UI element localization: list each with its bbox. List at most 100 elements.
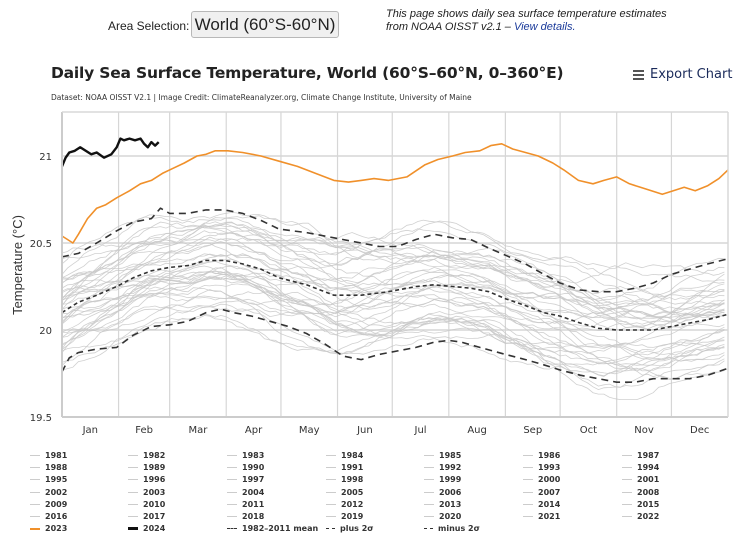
legend-item-1981[interactable]: 1981 [30,449,67,462]
legend-swatch-icon [326,479,336,481]
legend-item-2004[interactable]: 2004 [227,486,264,499]
legend-item-1982[interactable]: 1982 [128,449,165,462]
legend-swatch-icon [30,503,40,505]
legend-swatch-icon [622,491,632,493]
legend-swatch-icon [622,479,632,481]
legend-label: 2009 [45,499,68,509]
legend-item-2018[interactable]: 2018 [227,510,264,523]
series-line-2006 [61,229,725,350]
legend-swatch-icon [326,528,335,530]
legend-item-2007[interactable]: 2007 [523,486,560,499]
sst-chart: 19.5 20 20.5 21 Jan Feb Mar Apr May Jun Jul Aug Sep O… [10,111,729,436]
series-line-2008 [61,242,725,315]
legend-item-2017[interactable]: 2017 [128,510,165,523]
legend-label: 1988 [45,463,68,473]
legend-swatch-icon [227,479,237,481]
legend-item-minus-2-[interactable]: minus 2σ [424,522,480,535]
legend-item-2005[interactable]: 2005 [326,486,363,499]
series-line-2007 [61,254,725,322]
chart-grid [62,112,728,418]
legend-swatch-icon [227,528,237,530]
legend-swatch-icon [523,503,533,505]
legend-swatch-icon [227,467,237,469]
legend-label: 2022 [637,512,660,521]
legend-swatch-icon [523,479,533,481]
legend-item-1989[interactable]: 1989 [128,461,165,474]
legend-item-2022[interactable]: 2022 [622,510,659,523]
legend-item-1990[interactable]: 1990 [227,461,264,474]
legend-item-2020[interactable]: 2020 [424,510,461,523]
legend-swatch-icon [523,491,533,493]
legend-item-2011[interactable]: 2011 [227,498,264,511]
legend-item-2008[interactable]: 2008 [622,486,659,499]
legend-swatch-icon [30,516,40,517]
legend-item-1985[interactable]: 1985 [424,449,461,462]
legend-swatch-icon [30,491,40,493]
legend-item-2016[interactable]: 2016 [30,510,67,523]
legend-swatch-icon [622,455,632,456]
legend-item-2002[interactable]: 2002 [30,486,67,499]
legend-label: 2007 [538,487,561,497]
x-tick-label: Nov [634,425,654,436]
legend-item-1997[interactable]: 1997 [227,473,264,486]
legend-item-1982-2011-mean[interactable]: 1982–2011 mean [227,522,318,535]
legend-item-2009[interactable]: 2009 [30,498,67,511]
legend-swatch-icon [326,455,336,456]
view-details-link[interactable]: View details. [513,21,576,33]
legend-item-2014[interactable]: 2014 [523,498,560,511]
legend-item-2021[interactable]: 2021 [523,510,560,523]
legend-swatch-icon [424,516,434,517]
series-line-plus-2- [61,207,729,293]
series-line-2012 [61,241,725,319]
legend-item-1994[interactable]: 1994 [622,461,659,474]
x-tick-label: Dec [690,425,709,436]
legend-item-1984[interactable]: 1984 [326,449,363,462]
area-selection-dropdown[interactable]: World (60°S-60°N) [191,11,339,38]
legend-item-1999[interactable]: 1999 [424,473,461,486]
legend-item-1998[interactable]: 1998 [326,473,363,486]
x-tick-label: Mar [188,425,208,436]
legend-item-2000[interactable]: 2000 [523,473,560,486]
legend-label: 1987 [637,451,660,460]
legend-item-1996[interactable]: 1996 [128,473,165,486]
series-lines [60,137,729,384]
legend-label: 1982 [143,451,166,460]
legend-item-2013[interactable]: 2013 [424,498,461,511]
legend-label: 1994 [637,463,660,473]
legend-label: 2010 [143,499,166,509]
legend-item-2024[interactable]: 2024 [128,522,165,535]
legend-item-1986[interactable]: 1986 [523,449,560,462]
legend-item-2003[interactable]: 2003 [128,486,165,499]
legend-item-2023[interactable]: 2023 [30,522,67,535]
legend-label: 2003 [143,487,166,497]
series-line-2019 [61,215,725,307]
legend-item-2012[interactable]: 2012 [326,498,363,511]
series-line-2022 [61,217,725,282]
legend-label: 1983 [242,451,265,460]
legend-item-1995[interactable]: 1995 [30,473,67,486]
legend-swatch-icon [523,516,533,517]
legend-item-2019[interactable]: 2019 [326,510,363,523]
legend-item-1993[interactable]: 1993 [523,461,560,474]
legend-swatch-icon [523,467,533,469]
series-line-1992 [61,258,725,377]
legend-item-2015[interactable]: 2015 [622,498,659,511]
x-tick-label: Oct [580,425,597,436]
legend-item-1992[interactable]: 1992 [424,461,461,474]
legend-swatch-icon [227,503,237,505]
legend-item-plus-2-[interactable]: plus 2σ [326,522,374,535]
series-line-1996 [61,270,725,366]
series-line-1988 [61,290,725,391]
series-line-2011 [61,236,725,298]
legend-item-2001[interactable]: 2001 [622,473,659,486]
export-chart-button[interactable]: Export Chart [633,67,732,82]
legend-item-2006[interactable]: 2006 [424,486,461,499]
legend-item-1983[interactable]: 1983 [227,449,264,462]
legend-item-1988[interactable]: 1988 [30,461,67,474]
export-chart-label: Export Chart [650,67,733,82]
legend-label: 2001 [637,475,660,485]
legend-item-1991[interactable]: 1991 [326,461,363,474]
legend-item-1987[interactable]: 1987 [622,449,659,462]
legend-item-2010[interactable]: 2010 [128,498,165,511]
legend-label: 1992 [439,463,462,473]
